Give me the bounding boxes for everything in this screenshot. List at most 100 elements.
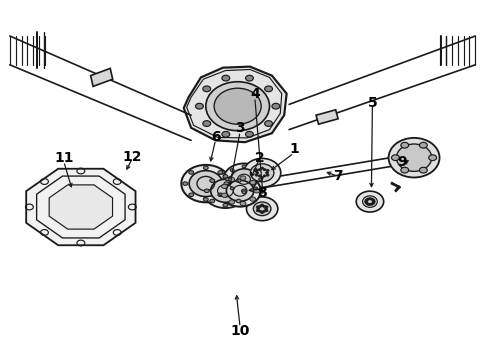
Ellipse shape xyxy=(204,189,209,193)
Ellipse shape xyxy=(183,182,188,185)
Ellipse shape xyxy=(261,176,264,179)
Ellipse shape xyxy=(365,202,368,204)
Ellipse shape xyxy=(401,142,409,148)
Ellipse shape xyxy=(214,88,261,124)
Ellipse shape xyxy=(368,203,371,206)
Ellipse shape xyxy=(263,205,266,207)
Ellipse shape xyxy=(356,191,384,212)
Ellipse shape xyxy=(265,210,268,212)
Ellipse shape xyxy=(221,184,227,189)
Ellipse shape xyxy=(203,121,211,126)
Ellipse shape xyxy=(365,199,368,201)
Ellipse shape xyxy=(266,174,269,176)
Ellipse shape xyxy=(256,210,259,212)
Ellipse shape xyxy=(372,202,375,204)
Ellipse shape xyxy=(181,165,230,202)
Ellipse shape xyxy=(250,164,274,182)
Ellipse shape xyxy=(196,103,203,109)
Ellipse shape xyxy=(419,167,427,173)
Ellipse shape xyxy=(203,174,248,208)
Ellipse shape xyxy=(265,121,272,126)
Ellipse shape xyxy=(210,199,215,203)
Ellipse shape xyxy=(203,198,208,201)
Ellipse shape xyxy=(257,208,260,210)
Ellipse shape xyxy=(226,180,254,201)
Ellipse shape xyxy=(265,86,272,92)
Ellipse shape xyxy=(242,189,246,193)
Ellipse shape xyxy=(210,179,215,183)
Text: 5: 5 xyxy=(368,96,377,109)
Ellipse shape xyxy=(230,169,234,172)
Ellipse shape xyxy=(254,187,258,190)
Ellipse shape xyxy=(203,86,211,92)
Text: 4: 4 xyxy=(250,87,260,100)
Ellipse shape xyxy=(258,168,261,171)
Ellipse shape xyxy=(272,103,280,109)
Ellipse shape xyxy=(223,163,265,195)
Ellipse shape xyxy=(245,75,253,81)
Ellipse shape xyxy=(230,187,234,190)
Ellipse shape xyxy=(189,171,194,174)
Ellipse shape xyxy=(419,142,427,148)
Ellipse shape xyxy=(261,167,264,169)
Ellipse shape xyxy=(392,155,399,161)
Ellipse shape xyxy=(259,210,262,212)
Ellipse shape xyxy=(189,171,222,197)
Ellipse shape xyxy=(222,75,230,81)
Ellipse shape xyxy=(263,168,266,171)
Polygon shape xyxy=(49,185,113,229)
Ellipse shape xyxy=(223,203,228,207)
Polygon shape xyxy=(91,68,113,86)
Ellipse shape xyxy=(236,199,241,203)
Ellipse shape xyxy=(363,196,377,207)
Text: 8: 8 xyxy=(257,186,267,199)
Ellipse shape xyxy=(370,198,373,200)
Ellipse shape xyxy=(266,169,269,172)
Text: 1: 1 xyxy=(289,143,299,156)
Text: 7: 7 xyxy=(333,170,343,183)
Ellipse shape xyxy=(259,205,262,207)
Ellipse shape xyxy=(223,175,228,178)
Ellipse shape xyxy=(266,172,269,174)
Ellipse shape xyxy=(401,167,409,173)
Ellipse shape xyxy=(261,204,264,206)
Text: 2: 2 xyxy=(255,152,265,165)
Ellipse shape xyxy=(250,197,256,201)
Ellipse shape xyxy=(222,131,230,137)
Ellipse shape xyxy=(254,169,258,172)
Ellipse shape xyxy=(261,211,264,213)
Ellipse shape xyxy=(259,178,263,181)
Ellipse shape xyxy=(189,193,194,197)
Text: 10: 10 xyxy=(230,324,250,338)
Ellipse shape xyxy=(246,197,278,221)
Text: 6: 6 xyxy=(211,130,220,144)
Ellipse shape xyxy=(367,203,369,205)
Text: 3: 3 xyxy=(235,121,245,135)
Ellipse shape xyxy=(429,155,437,161)
Ellipse shape xyxy=(255,174,258,176)
Ellipse shape xyxy=(365,201,368,203)
Ellipse shape xyxy=(218,193,223,197)
Text: 11: 11 xyxy=(54,152,74,165)
Ellipse shape xyxy=(225,178,229,181)
Ellipse shape xyxy=(372,199,375,201)
Ellipse shape xyxy=(240,201,246,206)
Ellipse shape xyxy=(372,201,375,203)
Ellipse shape xyxy=(236,179,241,183)
Ellipse shape xyxy=(229,200,235,204)
Ellipse shape xyxy=(396,144,432,171)
Ellipse shape xyxy=(229,177,235,182)
Ellipse shape xyxy=(367,198,369,200)
Ellipse shape xyxy=(244,158,281,187)
Text: 12: 12 xyxy=(122,150,142,163)
Ellipse shape xyxy=(203,166,208,170)
Ellipse shape xyxy=(254,189,260,193)
Polygon shape xyxy=(316,110,338,124)
Text: 9: 9 xyxy=(397,155,407,169)
Ellipse shape xyxy=(265,206,268,208)
Ellipse shape xyxy=(256,172,259,174)
Ellipse shape xyxy=(389,138,440,177)
Ellipse shape xyxy=(263,210,266,212)
Ellipse shape xyxy=(240,176,246,180)
Ellipse shape xyxy=(218,171,223,174)
